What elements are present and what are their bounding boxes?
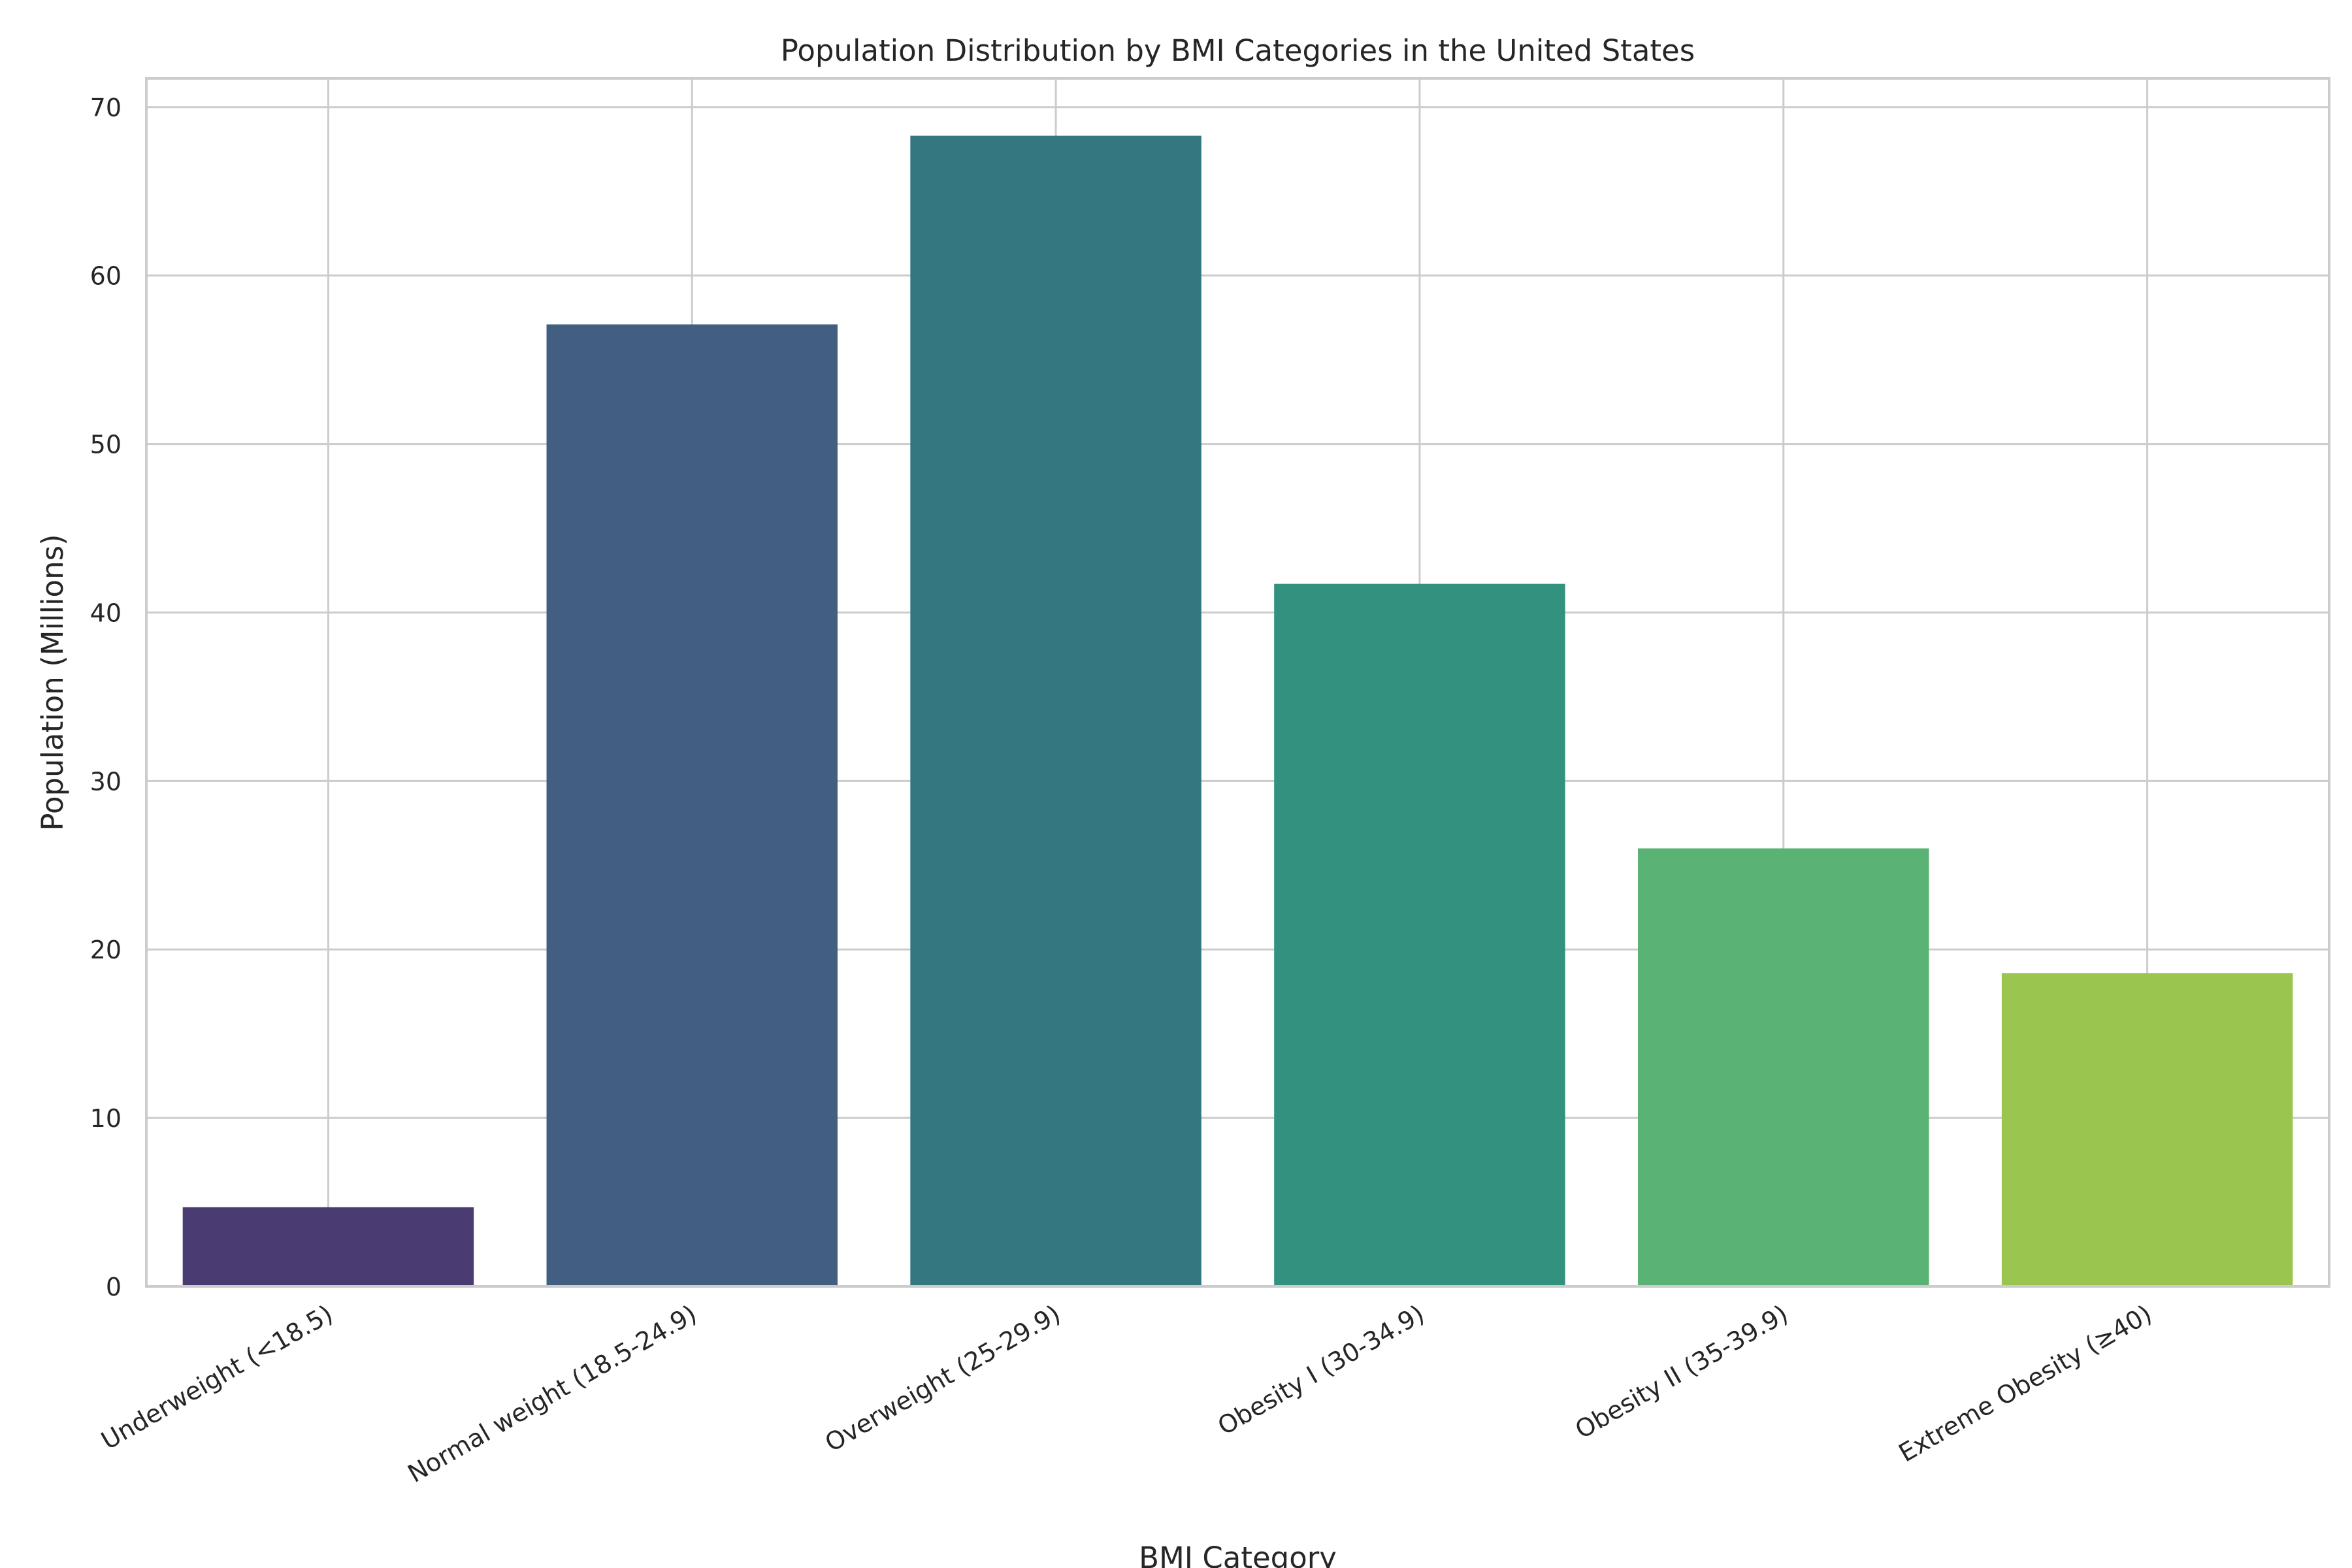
y-tick-label: 0	[106, 1273, 122, 1301]
bar	[1638, 848, 1929, 1286]
y-tick-labels: 0 10 20 30 40 50 60 70	[90, 93, 122, 1301]
x-axis-title: BMI Category	[1139, 1541, 1337, 1568]
bars	[182, 135, 2293, 1287]
x-tick-label: Overweight (25-29.9)	[820, 1299, 1065, 1458]
chart-title: Population Distribution by BMI Categorie…	[781, 33, 1695, 68]
y-tick-label: 40	[90, 598, 122, 627]
y-tick-label: 20	[90, 936, 122, 964]
x-tick-label: Extreme Obesity (≥40)	[1894, 1299, 2157, 1468]
y-tick-label: 70	[90, 93, 122, 122]
bar	[2001, 973, 2293, 1286]
y-axis-title: Population (Millions)	[35, 534, 70, 830]
x-tick-labels: Underweight (<18.5) Normal weight (18.5-2…	[96, 1299, 2157, 1488]
y-tick-label: 10	[90, 1104, 122, 1133]
y-tick-label: 30	[90, 767, 122, 796]
bar	[1274, 583, 1565, 1287]
x-tick-label: Underweight (<18.5)	[96, 1299, 338, 1456]
y-tick-label: 50	[90, 431, 122, 459]
x-tick-label: Obesity II (35-39.9)	[1570, 1299, 1793, 1445]
bar	[182, 1207, 474, 1286]
plot-frame	[145, 77, 2330, 1288]
bar	[910, 135, 1201, 1287]
x-tick-label: Obesity I (30-34.9)	[1213, 1299, 1429, 1441]
y-tick-label: 60	[90, 262, 122, 291]
x-tick-label: Normal weight (18.5-24.9)	[403, 1299, 702, 1488]
bar	[546, 324, 838, 1286]
